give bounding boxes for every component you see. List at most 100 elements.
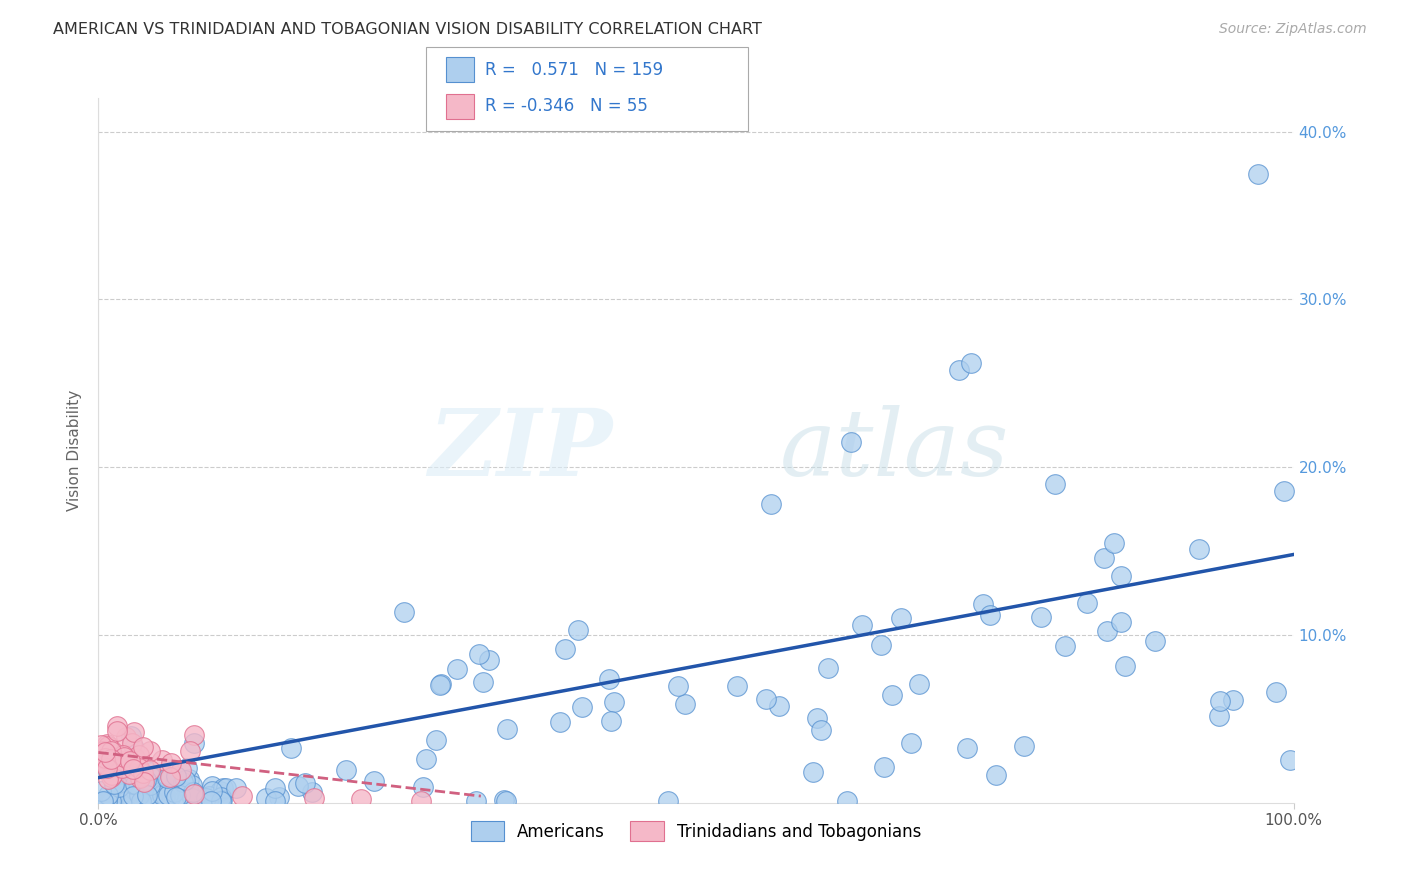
Point [1053,639,1076,653]
Point [150,792,173,806]
Text: Source: ZipAtlas.com: Source: ZipAtlas.com [1219,22,1367,37]
Point [104,754,127,768]
Point [806,711,828,725]
Point [141,791,163,805]
Point [122,740,145,755]
Point [94,751,117,765]
Point [287,779,309,793]
Point [111,761,134,775]
Point [129,794,152,808]
Point [201,784,224,798]
Point [94,751,117,765]
Point [1109,615,1132,629]
Point [128,786,150,800]
Point [425,733,447,747]
Point [869,638,891,652]
Point [121,794,143,808]
Point [124,777,146,791]
Point [673,697,696,711]
Point [105,719,128,733]
Point [183,728,205,742]
Point [872,760,894,774]
Point [122,777,145,791]
Point [104,760,127,774]
Point [1265,684,1288,698]
Point [1144,633,1167,648]
Point [194,790,217,805]
Point [1209,694,1232,708]
Point [107,771,129,785]
Point [157,788,180,802]
Point [768,698,790,713]
Point [159,770,181,784]
Point [880,688,903,702]
Point [212,780,235,795]
Text: atlas: atlas [779,406,1010,495]
Point [128,747,150,762]
Point [115,730,138,744]
Point [208,783,231,797]
Point [107,723,129,738]
Point [122,762,145,776]
Point [1043,477,1066,491]
Point [139,778,162,792]
Point [181,778,204,792]
Point [200,794,222,808]
Point [900,736,922,750]
Point [183,736,205,750]
Point [1111,569,1133,583]
Point [1222,692,1244,706]
Point [142,794,165,808]
Point [571,699,593,714]
Point [150,754,173,768]
Point [415,752,437,766]
Point [160,756,183,770]
Point [139,780,162,794]
Point [114,766,136,780]
Point [128,788,150,802]
Point [225,781,247,796]
Point [269,789,291,804]
Point [93,794,115,808]
Point [165,769,187,783]
Point [302,790,325,805]
Point [1247,167,1270,181]
Point [128,761,150,775]
Point [91,747,114,761]
Point [179,785,201,799]
Point [183,790,205,805]
Point [129,771,152,785]
Point [603,695,626,709]
Point [96,737,118,751]
Point [101,767,124,781]
Point [254,791,277,805]
Point [97,772,120,786]
Point [1279,753,1302,767]
Point [163,776,186,790]
Text: R =   0.571   N = 159: R = 0.571 N = 159 [485,61,664,78]
Text: AMERICAN VS TRINIDADIAN AND TOBAGONIAN VISION DISABILITY CORRELATION CHART: AMERICAN VS TRINIDADIAN AND TOBAGONIAN V… [53,22,762,37]
Point [851,618,873,632]
Point [122,789,145,803]
Point [139,744,162,758]
Point [495,794,517,808]
Point [132,765,155,780]
Point [201,780,224,794]
Point [193,793,215,807]
Point [153,789,176,803]
Point [429,677,451,691]
Point [134,772,156,787]
Point [111,789,134,804]
Point [495,722,517,736]
Point [100,770,122,784]
Point [170,764,193,778]
Text: R = -0.346   N = 55: R = -0.346 N = 55 [485,97,648,115]
Point [98,750,121,764]
Point [801,764,824,779]
Point [567,624,589,638]
Point [94,752,117,766]
Text: ZIP: ZIP [427,406,613,495]
Point [136,789,159,803]
Point [177,772,200,786]
Point [117,766,139,780]
